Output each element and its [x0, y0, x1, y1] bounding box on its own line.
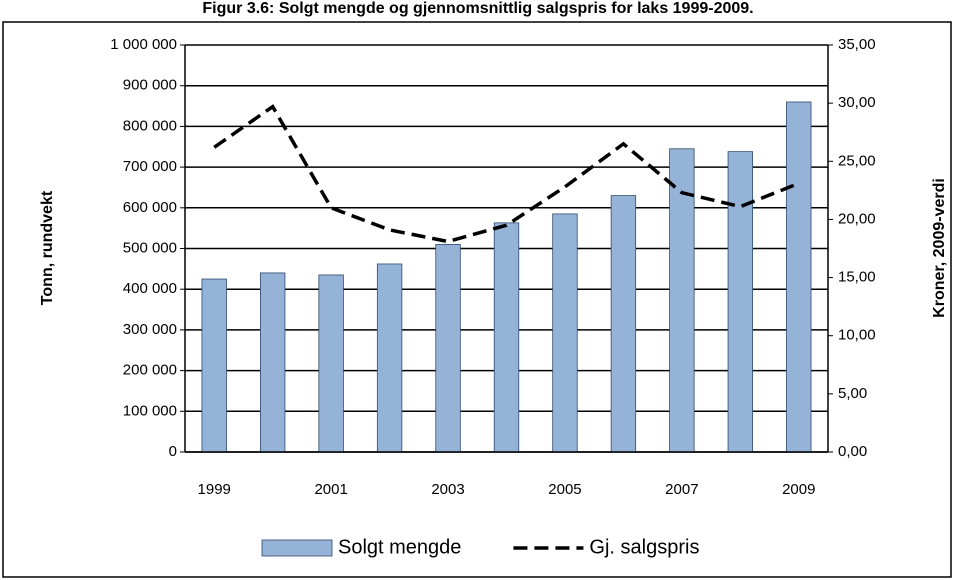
x-tick-label: 1999 — [198, 481, 231, 498]
y-tick-label: 300 000 — [123, 321, 177, 338]
y-tick-label: 0 — [169, 443, 177, 460]
y2-axis-label: Kroner, 2009-verdi — [931, 178, 948, 318]
bar — [260, 272, 286, 453]
legend-label: Solgt mengde — [338, 536, 461, 558]
y2-tick-label: 10,00 — [838, 327, 876, 344]
bar — [318, 274, 344, 453]
y-tick-label: 100 000 — [123, 402, 177, 419]
y-tick-label: 900 000 — [123, 77, 177, 94]
line-series — [213, 104, 800, 244]
y-tick-label: 400 000 — [123, 280, 177, 297]
x-tick-label: 2007 — [665, 481, 698, 498]
x-tick-label: 2009 — [782, 481, 815, 498]
chart-frame — [2, 21, 952, 578]
bar — [435, 244, 461, 453]
y2-tick-label: 5,00 — [838, 385, 867, 402]
y-tick-label: 800 000 — [123, 117, 177, 134]
y-tick-label: 600 000 — [123, 199, 177, 216]
bar — [552, 213, 578, 453]
legend-label: Gj. salgspris — [589, 536, 699, 558]
y2-tick-label: 15,00 — [838, 269, 876, 286]
y-tick-label: 700 000 — [123, 158, 177, 175]
y2-tick-label: 20,00 — [838, 210, 876, 227]
x-tick-label: 2001 — [314, 481, 347, 498]
y2-tick-label: 0,00 — [838, 443, 867, 460]
y-axis-label: Tonn, rundvekt — [39, 190, 56, 305]
y-tick-label: 500 000 — [123, 239, 177, 256]
bar — [786, 101, 812, 453]
x-tick-label: 2003 — [431, 481, 464, 498]
bar — [669, 148, 695, 453]
y-tick-label: 1 000 000 — [110, 36, 177, 53]
legend-swatch — [261, 539, 333, 557]
bar — [201, 278, 227, 453]
bar — [610, 195, 637, 453]
y2-tick-label: 25,00 — [838, 152, 876, 169]
x-tick-label: 2005 — [548, 481, 581, 498]
bar — [376, 263, 403, 453]
y-tick-label: 200 000 — [123, 362, 177, 379]
bar — [727, 151, 753, 453]
y2-tick-label: 30,00 — [838, 94, 876, 111]
chart-title: Figur 3.6: Solgt mengde og gjennomsnittl… — [202, 0, 753, 17]
y2-tick-label: 35,00 — [838, 36, 876, 53]
bar — [493, 222, 520, 453]
